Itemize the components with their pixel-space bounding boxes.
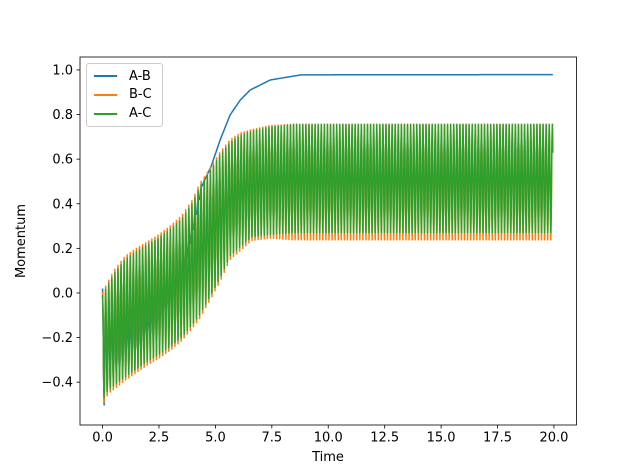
y-tick-label: −0.2 [41,331,73,346]
x-tick-label: 12.5 [370,431,399,446]
y-tick-label: −0.4 [41,376,73,391]
x-axis-label: Time [311,450,344,465]
x-tick-label: 10.0 [314,431,343,446]
x-tick-label: 15.0 [427,431,456,446]
y-tick-label: 0.4 [52,197,73,212]
x-tick-label: 0.0 [92,431,113,446]
x-tick-label: 17.5 [483,431,512,446]
x-tick-label: 7.5 [261,431,282,446]
legend-line-ab [94,75,117,78]
y-tick-label: 0.0 [52,286,73,301]
series-line-a-c [101,123,554,398]
series-lines [101,73,554,406]
legend-label-ac: A-C [129,106,152,122]
legend-entry-bc: B-C [94,86,155,104]
legend-label-ab: A-B [129,68,151,84]
y-tick-label: 1.0 [52,63,73,78]
x-tick-label: 5.0 [205,431,226,446]
x-axis: 0.0 2.5 5.0 7.5 10.0 12.5 15.0 17.5 20.0 [92,425,568,446]
y-axis-label: Momentum [14,204,29,278]
legend: A-B B-C A-C [86,63,163,127]
legend-entry-ab: A-B [94,67,155,85]
y-tick-label: 0.6 [52,153,73,168]
legend-line-ac [94,112,117,115]
legend-entry-ac: A-C [94,105,155,123]
y-tick-label: 0.8 [52,108,73,123]
y-tick-label: 0.2 [52,242,73,257]
legend-label-bc: B-C [129,87,152,103]
x-tick-label: 2.5 [149,431,170,446]
legend-line-bc [94,93,117,96]
y-axis: 1.0 0.8 0.6 0.4 0.2 0.0 −0.2 −0.4 [41,63,80,391]
x-tick-label: 20.0 [539,431,568,446]
